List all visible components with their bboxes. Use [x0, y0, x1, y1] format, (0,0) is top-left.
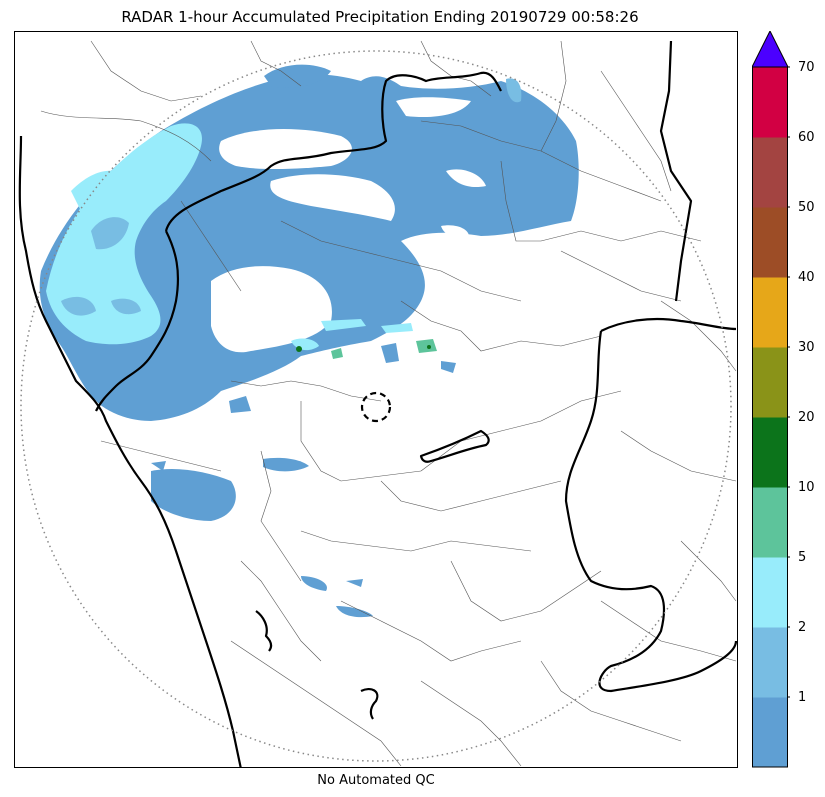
colorbar-tick-label: 70 — [798, 60, 815, 75]
no-precip-gaps — [211, 97, 486, 353]
colorbar-bin-20-30 — [752, 347, 788, 418]
convective-cells — [291, 319, 456, 373]
colorbar-tick-label: 50 — [798, 200, 815, 215]
radar-site-marker — [360, 391, 392, 423]
colorbar-tick-label: 2 — [798, 620, 807, 635]
qc-note: No Automated QC — [317, 773, 435, 788]
colorbar-border — [752, 66, 788, 768]
colorbar-bin-40-50 — [752, 207, 788, 278]
district-boundaries — [40, 40, 737, 767]
colorbar-bin-60-70 — [752, 67, 788, 138]
colorbar-svg — [752, 31, 790, 768]
colorbar-bin-30-40 — [752, 277, 788, 348]
map-canvas — [18, 40, 737, 767]
colorbar-tick-label: 40 — [798, 270, 815, 285]
colorbar-tick-label: 10 — [798, 480, 815, 495]
colorbar-tick-label: 60 — [798, 130, 815, 145]
radar-range-ring — [20, 50, 732, 762]
colorbar-bin-10-20 — [752, 417, 788, 488]
precip-field-1-2mm — [61, 78, 522, 316]
colorbar-bin-0-1 — [752, 697, 788, 768]
colorbar-tick-label: 30 — [798, 340, 815, 355]
plot-title: RADAR 1-hour Accumulated Precipitation E… — [121, 8, 639, 26]
colorbar-bin-2-5 — [752, 557, 788, 628]
colorbar-tick-label: 20 — [798, 410, 815, 425]
state-boundaries — [18, 40, 737, 767]
colorbar — [752, 31, 790, 768]
radar-map — [14, 31, 738, 768]
colorbar-extend-triangle — [752, 31, 789, 68]
colorbar-tick-label: 5 — [798, 550, 807, 565]
colorbar-tick-label: 1 — [798, 690, 807, 705]
colorbar-bin-5-10 — [752, 487, 788, 558]
colorbar-bin-1-2 — [752, 627, 788, 698]
colorbar-bin-50-60 — [752, 137, 788, 208]
